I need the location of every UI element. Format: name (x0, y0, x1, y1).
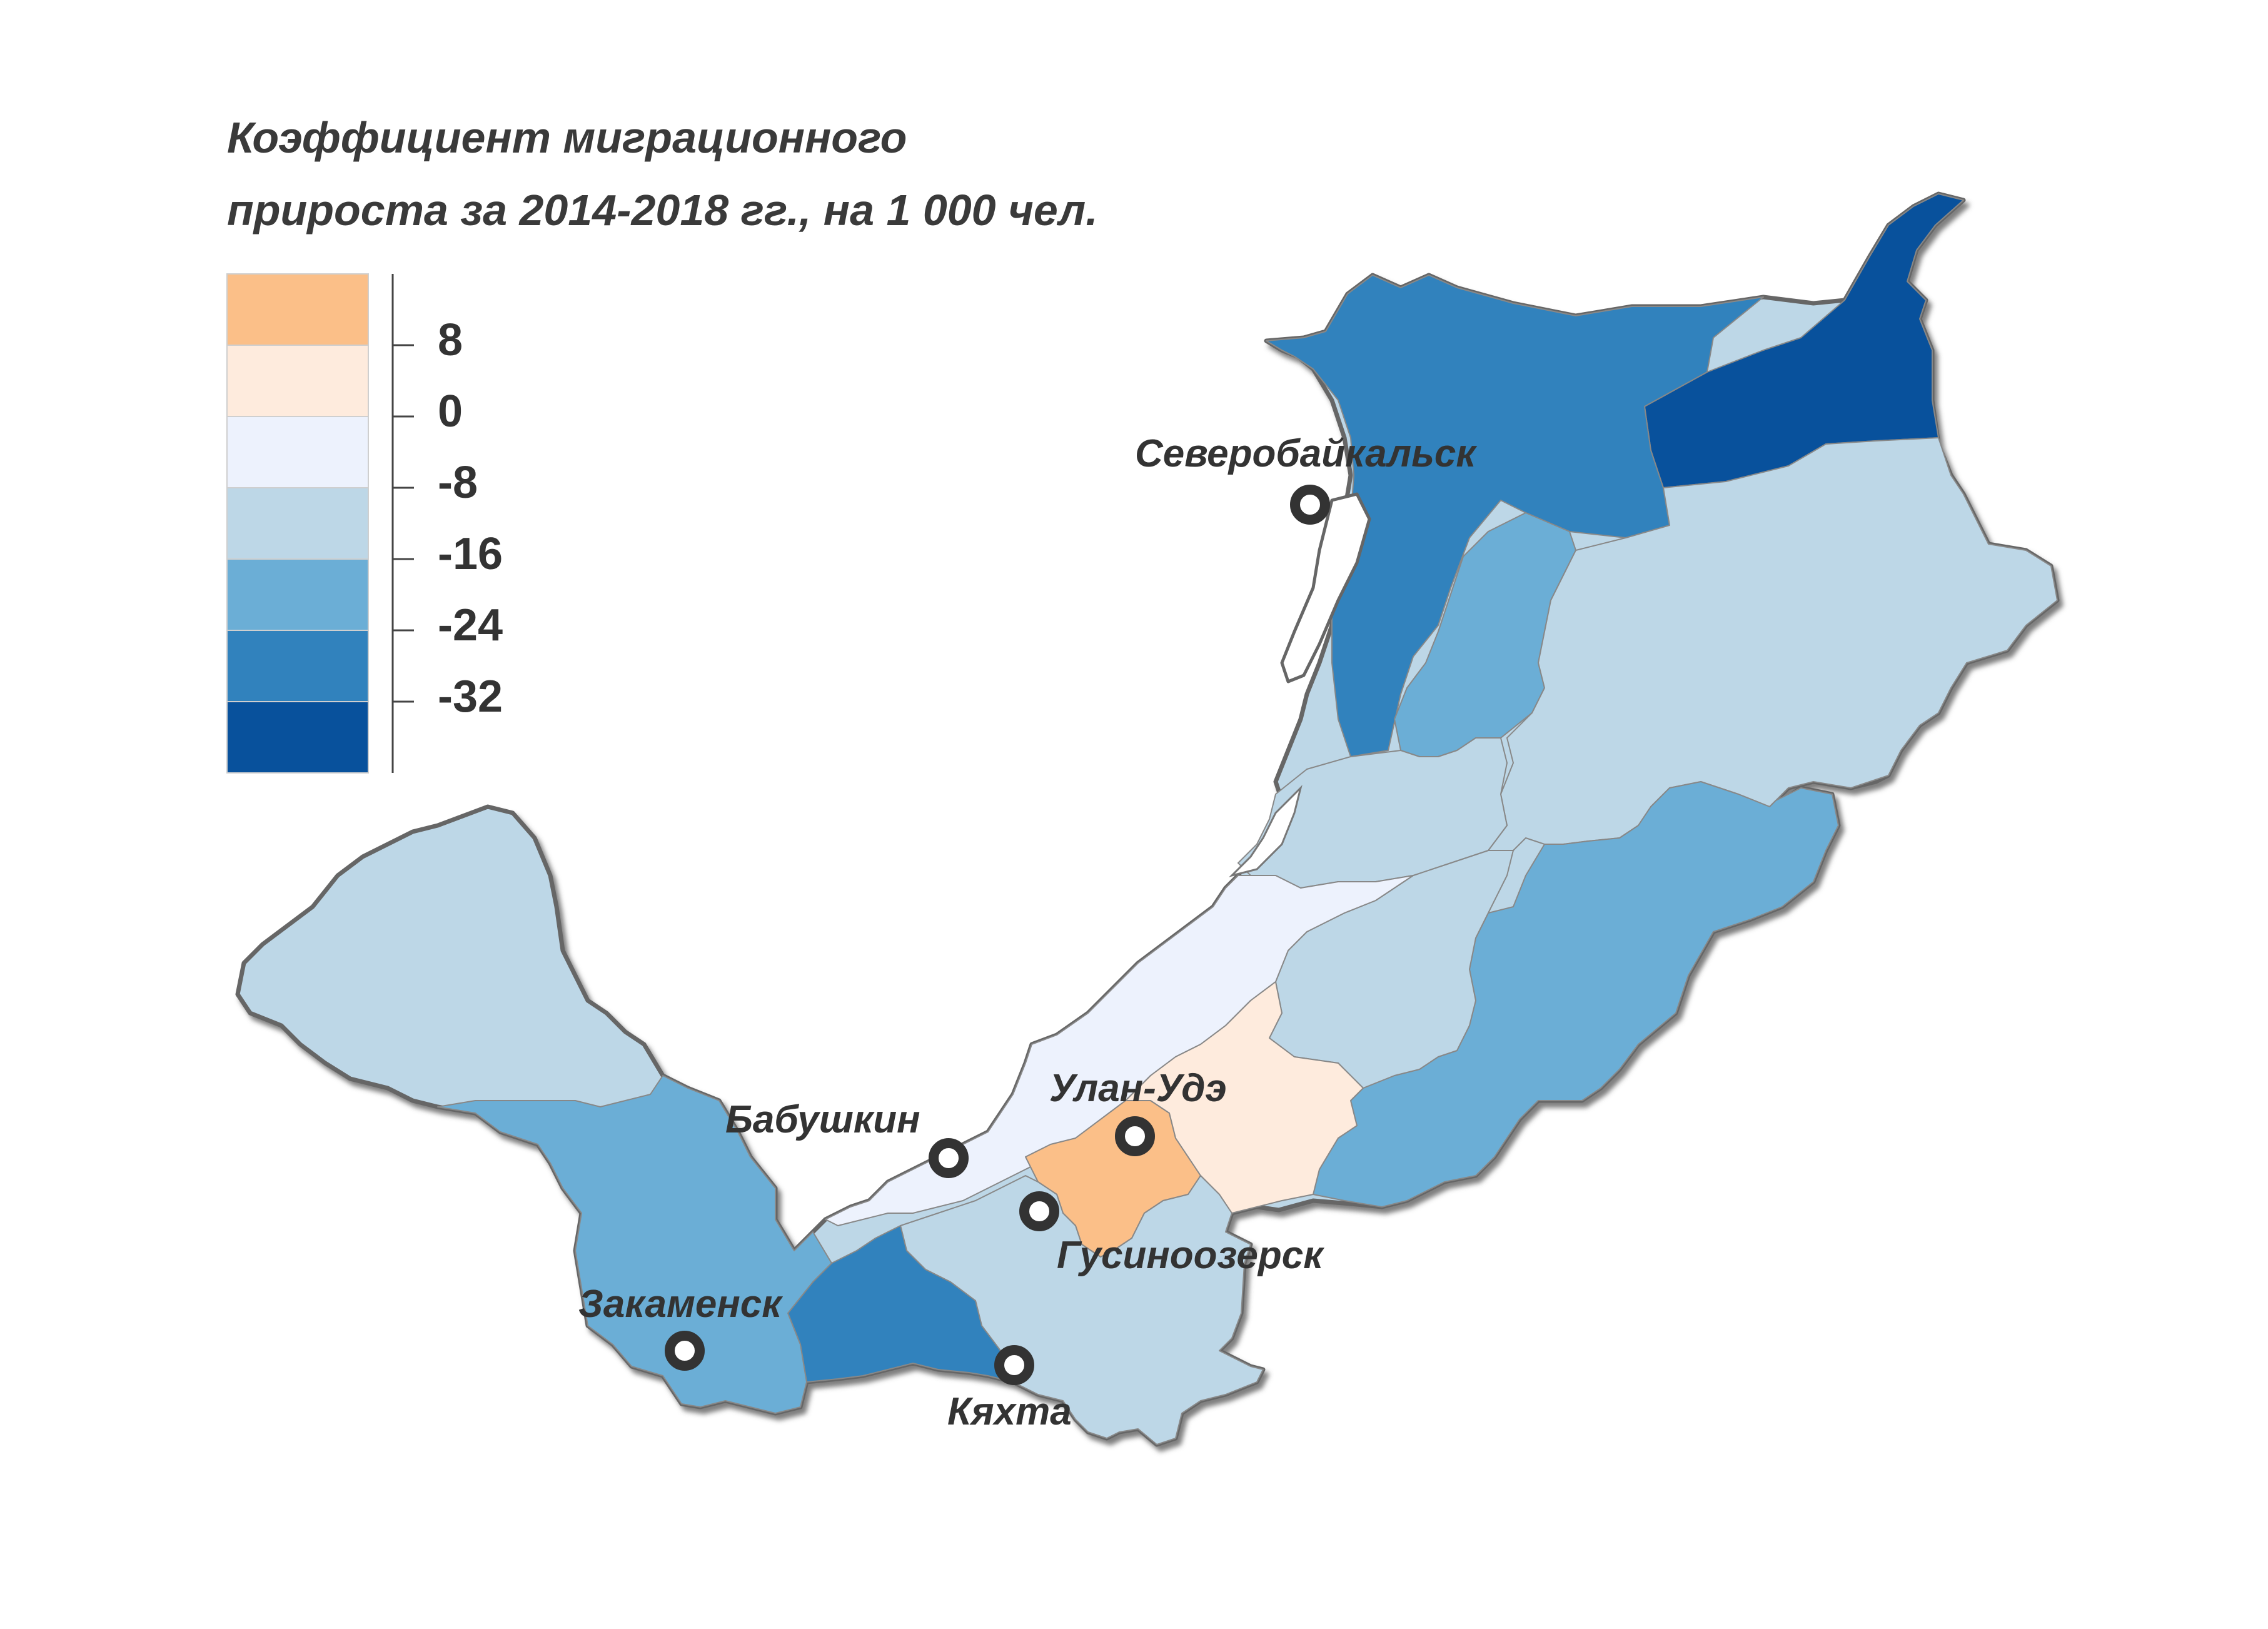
legend-swatch-4 (226, 487, 369, 560)
map-title-line-1: Коэффициент миграционного (227, 113, 907, 162)
legend-label-minus-8: -8 (438, 458, 478, 508)
lake-baikal-south-shore (1229, 785, 1303, 877)
legend-swatch-3 (226, 416, 369, 488)
city-label-ulan-ude: Улан-Удэ (1049, 1067, 1227, 1110)
legend-color-bar (226, 273, 369, 774)
city-label-zakamensk: Закаменск (578, 1283, 782, 1326)
marker-severobaikalsk[interactable] (1290, 485, 1330, 525)
marker-gusinoozersk[interactable] (1019, 1191, 1059, 1231)
marker-kyakhta[interactable] (994, 1345, 1034, 1385)
legend-label-0: 0 (438, 386, 463, 436)
district-gusinoozersk (900, 1175, 1264, 1445)
legend-label-minus-32: -32 (438, 672, 503, 722)
legend-swatch-6 (226, 630, 369, 702)
district-zakamensk (437, 1075, 832, 1414)
region-districts (437, 193, 2058, 1445)
legend-swatch-2 (226, 345, 369, 417)
marker-zakamensk[interactable] (665, 1331, 705, 1371)
city-markers (665, 485, 1330, 1385)
legend-swatch-7 (226, 701, 369, 774)
city-label-severobaikalsk: Северобайкальск (1135, 432, 1476, 475)
lake-baikal-north (1280, 492, 1371, 683)
legend-scale-axis (391, 274, 414, 773)
marker-ulan-ude[interactable] (1115, 1116, 1155, 1156)
legend-label-8: 8 (438, 315, 463, 365)
legend-label-minus-16: -16 (438, 529, 503, 579)
legend-label-minus-24: -24 (438, 600, 503, 650)
legend-swatch-1 (226, 273, 369, 346)
city-label-gusinoozersk: Гусиноозерск (1057, 1234, 1323, 1277)
legend-swatch-5 (226, 558, 369, 631)
district-east-large (1488, 437, 2058, 851)
map-title-line-2: прироста за 2014-2018 гг., на 1 000 чел. (227, 186, 1098, 235)
district-pribaikalsky (825, 875, 1414, 1226)
city-label-babushkin: Бабушкин (725, 1098, 920, 1141)
district-baikal-east-upper (1237, 737, 1508, 889)
city-label-kyakhta: Кяхта (947, 1390, 1072, 1433)
district-peach (1125, 981, 1364, 1214)
marker-babushkin[interactable] (929, 1138, 969, 1178)
